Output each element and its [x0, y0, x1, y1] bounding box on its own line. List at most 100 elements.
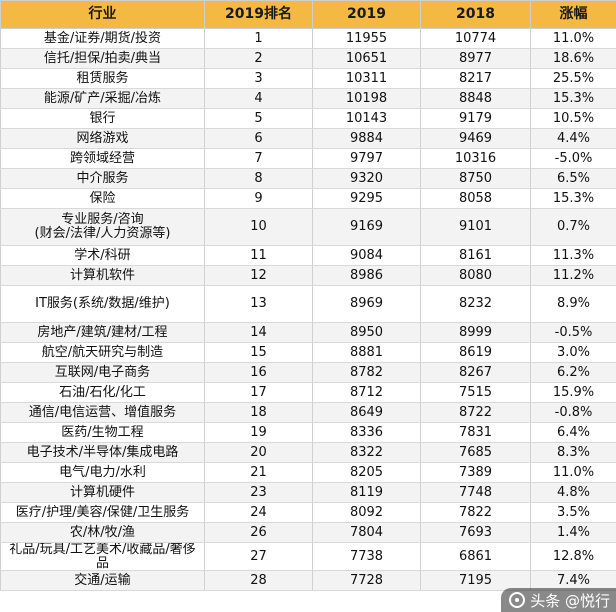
salary-2019-cell: 8950 [312, 322, 421, 343]
table-header-row: 行业 2019排名 2019 2018 涨幅 [0, 0, 616, 29]
table-row: 互联网/电子商务 16 8782 8267 6.2% [0, 362, 616, 383]
growth-cell: 4.4% [530, 128, 616, 149]
industry-cell: 跨领域经营 [0, 148, 205, 169]
table-row: 能源/矿产/采掘/冶炼 4 10198 8848 15.3% [0, 88, 616, 109]
header-growth: 涨幅 [530, 0, 616, 29]
table-row: 租赁服务 3 10311 8217 25.5% [0, 68, 616, 89]
industry-cell: 专业服务/咨询 (财会/法律/人力资源等) [0, 208, 205, 246]
growth-cell: 1.4% [530, 522, 616, 543]
industry-cell: 石油/石化/化工 [0, 382, 205, 403]
salary-2019-cell: 8881 [312, 342, 421, 363]
salary-2019-cell: 8119 [312, 482, 421, 503]
growth-cell: 6.4% [530, 422, 616, 443]
growth-cell: 6.5% [530, 168, 616, 189]
salary-2019-cell: 8322 [312, 442, 421, 463]
table-row: 计算机硬件 23 8119 7748 4.8% [0, 482, 616, 503]
industry-cell: 医药/生物工程 [0, 422, 205, 443]
growth-cell: 8.9% [530, 285, 616, 323]
salary-2018-cell: 8750 [420, 168, 531, 189]
watermark-text: 头条 @悦行 [530, 591, 610, 610]
salary-2019-cell: 9320 [312, 168, 421, 189]
industry-cell: 交通/运输 [0, 570, 205, 592]
salary-2018-cell: 8267 [420, 362, 531, 383]
table-row: 石油/石化/化工 17 8712 7515 15.9% [0, 382, 616, 403]
salary-2018-cell: 7831 [420, 422, 531, 443]
rank-cell: 21 [204, 462, 313, 483]
growth-cell: 11.3% [530, 245, 616, 266]
salary-2019-cell: 9169 [312, 208, 421, 246]
salary-2018-cell: 8080 [420, 265, 531, 286]
salary-2019-cell: 7738 [312, 542, 421, 572]
growth-cell: 4.8% [530, 482, 616, 503]
growth-cell: 11.2% [530, 265, 616, 286]
table-row: 基金/证券/期货/投资 1 11955 10774 11.0% [0, 28, 616, 49]
growth-cell: 12.8% [530, 542, 616, 572]
rank-cell: 24 [204, 502, 313, 523]
industry-cell: 通信/电信运营、增值服务 [0, 402, 205, 423]
rank-cell: 12 [204, 265, 313, 286]
industry-cell: 互联网/电子商务 [0, 362, 205, 383]
rank-cell: 28 [204, 570, 313, 592]
industry-cell: 医疗/护理/美容/保健/卫生服务 [0, 502, 205, 523]
table-row: 保险 9 9295 8058 15.3% [0, 188, 616, 209]
rank-cell: 2 [204, 48, 313, 69]
industry-cell: 电子技术/半导体/集成电路 [0, 442, 205, 463]
rank-cell: 16 [204, 362, 313, 383]
salary-2018-cell: 8722 [420, 402, 531, 423]
salary-2019-cell: 10198 [312, 88, 421, 109]
salary-2019-cell: 9295 [312, 188, 421, 209]
growth-cell: 0.7% [530, 208, 616, 246]
rank-cell: 15 [204, 342, 313, 363]
rank-cell: 10 [204, 208, 313, 246]
salary-2019-cell: 7728 [312, 570, 421, 592]
rank-cell: 7 [204, 148, 313, 169]
table-row: 交通/运输 28 7728 7195 7.4% [0, 570, 616, 592]
industry-cell: 基金/证券/期货/投资 [0, 28, 205, 49]
table-row: IT服务(系统/数据/维护) 13 8969 8232 8.9% [0, 285, 616, 323]
table-row: 医药/生物工程 19 8336 7831 6.4% [0, 422, 616, 443]
salary-2018-cell: 8619 [420, 342, 531, 363]
rank-cell: 6 [204, 128, 313, 149]
growth-cell: 25.5% [530, 68, 616, 89]
salary-2018-cell: 8999 [420, 322, 531, 343]
rank-cell: 11 [204, 245, 313, 266]
salary-2018-cell: 7748 [420, 482, 531, 503]
growth-cell: -0.5% [530, 322, 616, 343]
table-row: 银行 5 10143 9179 10.5% [0, 108, 616, 129]
growth-cell: 8.3% [530, 442, 616, 463]
growth-cell: 15.9% [530, 382, 616, 403]
salary-2018-cell: 7822 [420, 502, 531, 523]
industry-cell: 礼品/玩具/工艺美术/收藏品/奢侈品 [0, 542, 205, 572]
salary-2019-cell: 9884 [312, 128, 421, 149]
salary-2019-cell: 10651 [312, 48, 421, 69]
salary-2018-cell: 8232 [420, 285, 531, 323]
industry-cell: 网络游戏 [0, 128, 205, 149]
industry-cell: 银行 [0, 108, 205, 129]
table-row: 农/林/牧/渔 26 7804 7693 1.4% [0, 522, 616, 543]
table-row: 中介服务 8 9320 8750 6.5% [0, 168, 616, 189]
growth-cell: 3.0% [530, 342, 616, 363]
industry-cell: 信托/担保/拍卖/典当 [0, 48, 205, 69]
table-body: 基金/证券/期货/投资 1 11955 10774 11.0% 信托/担保/拍卖/典当 2 1… [0, 28, 616, 592]
rank-cell: 8 [204, 168, 313, 189]
rank-cell: 13 [204, 285, 313, 323]
salary-2018-cell: 7685 [420, 442, 531, 463]
rank-cell: 1 [204, 28, 313, 49]
watermark: 头条 @悦行 [501, 588, 616, 612]
rank-cell: 27 [204, 542, 313, 572]
salary-2018-cell: 7389 [420, 462, 531, 483]
industry-cell: 租赁服务 [0, 68, 205, 89]
salary-2018-cell: 9101 [420, 208, 531, 246]
table-row: 礼品/玩具/工艺美术/收藏品/奢侈品 27 7738 6861 12.8% [0, 542, 616, 572]
salary-2018-cell: 8977 [420, 48, 531, 69]
salary-2019-cell: 10311 [312, 68, 421, 89]
salary-2019-cell: 8782 [312, 362, 421, 383]
rank-cell: 18 [204, 402, 313, 423]
salary-2019-cell: 7804 [312, 522, 421, 543]
growth-cell: -5.0% [530, 148, 616, 169]
industry-cell: 房地产/建筑/建材/工程 [0, 322, 205, 343]
salary-2019-cell: 8712 [312, 382, 421, 403]
industry-cell: 计算机软件 [0, 265, 205, 286]
salary-2018-cell: 9469 [420, 128, 531, 149]
salary-2018-cell: 8161 [420, 245, 531, 266]
